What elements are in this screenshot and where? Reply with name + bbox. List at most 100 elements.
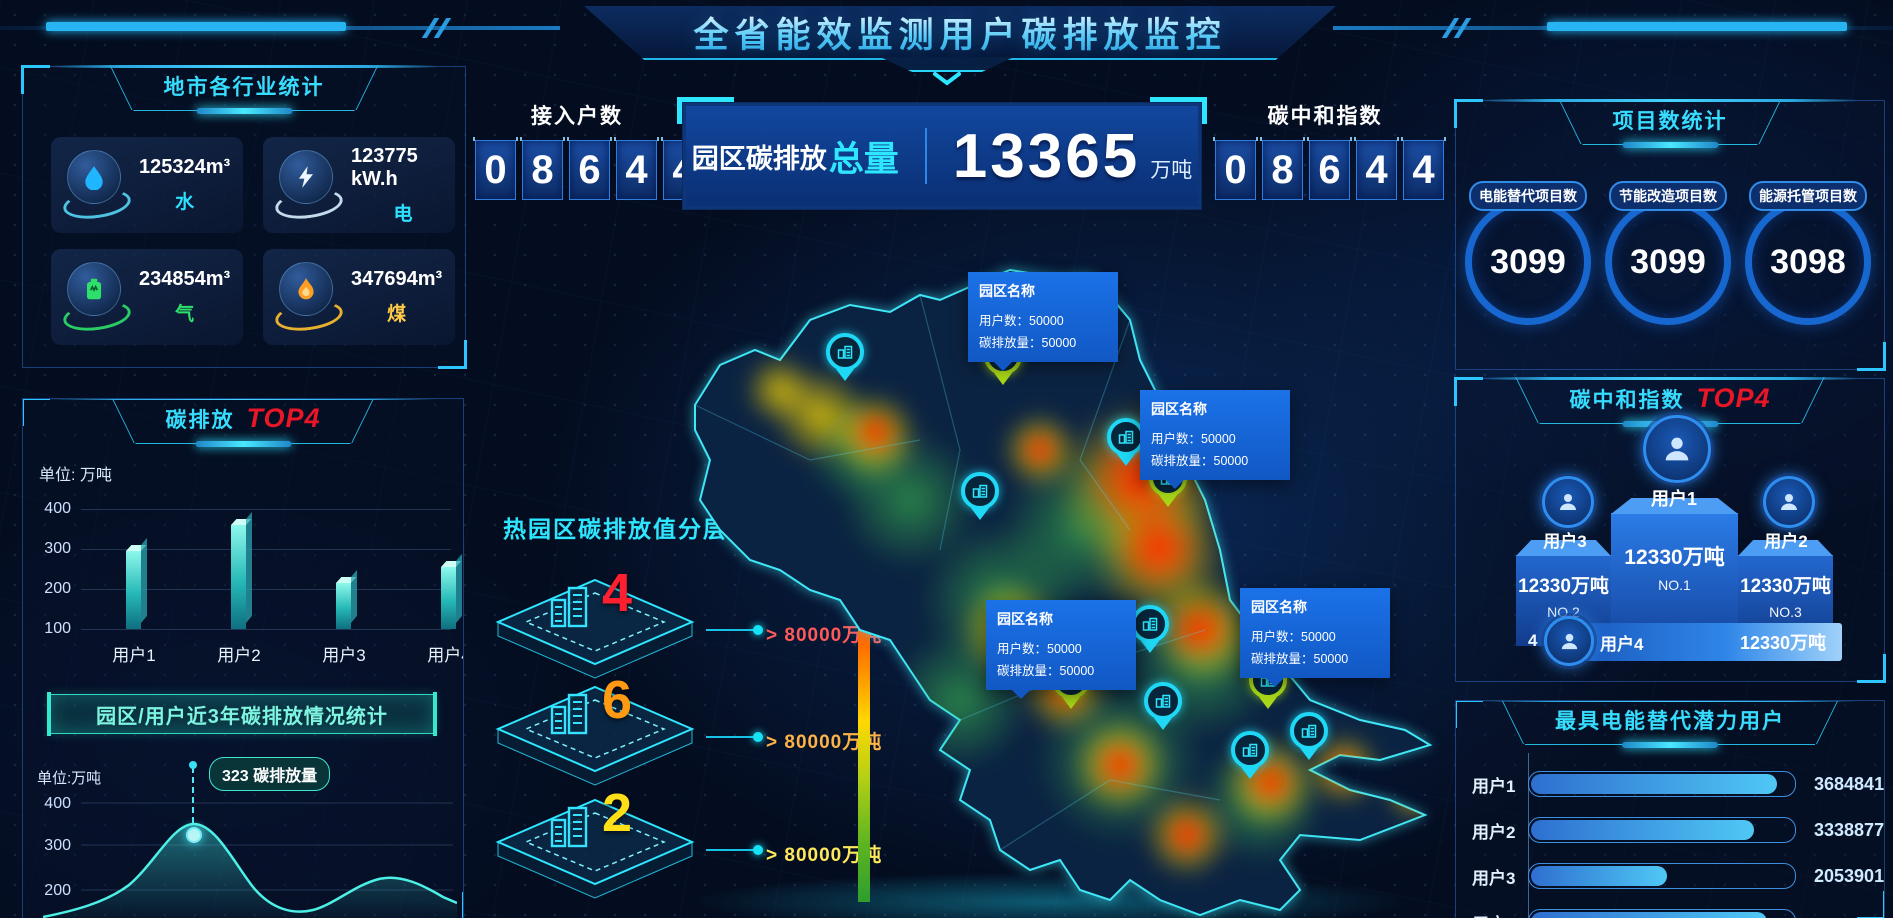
page-title-banner: 全省能效监测用户碳排放监控 (584, 6, 1336, 60)
park-pin[interactable] (1230, 731, 1270, 783)
user-avatar-third (1763, 476, 1815, 528)
layer-count-2: 6 (602, 670, 633, 730)
xlabel-user3: 用户3 (322, 646, 366, 665)
layer-platform-2 (495, 685, 695, 786)
layer-connector-1 (706, 625, 763, 635)
top4-badge: TOP4 (246, 403, 321, 433)
total-emission-panel: 园区碳排放 总量 13365 万吨 (677, 97, 1207, 209)
user-avatar-first (1643, 415, 1711, 483)
park-pin[interactable] (960, 472, 1000, 524)
total-emission-value: 13365 (952, 121, 1141, 191)
total-label-prefix: 园区碳排放 (691, 143, 827, 174)
stat-card-water: 125324m³ 水 (51, 137, 243, 233)
gas-value: 234854m³ (139, 268, 231, 290)
potential-row: 用户4 (1472, 899, 1868, 918)
coal-value: 347694m³ (351, 268, 443, 290)
neutral-top4-panel: 碳中和指数 TOP4 用户1 用户3 用户2 12330万吨 NO.2 12330… (1454, 377, 1886, 683)
park-pin[interactable] (1130, 605, 1170, 657)
projects-panel: 项目数统计 电能替代项目数 3099 节能改造项目数 3099 能源托管项目数 … (1454, 99, 1886, 371)
access-households-label: 接入户数 (531, 105, 623, 128)
water-value: 125324m³ (139, 156, 231, 178)
park-tooltip: 园区名称 用户数：50000 碳排放量：50000 (986, 600, 1136, 699)
building-icon (550, 693, 588, 735)
person-icon (1665, 437, 1689, 461)
total-emission-unit: 万吨 (1150, 159, 1193, 182)
trend-ytick-400: 400 (44, 795, 71, 812)
potential-bar (1528, 817, 1796, 843)
ytick-400: 400 (44, 500, 71, 517)
project-count: 3099 (1605, 199, 1731, 325)
trend-ytick-300: 300 (44, 837, 71, 854)
ytick-300: 300 (44, 540, 71, 557)
trend-peak-badge: 323 碳排放量 (209, 757, 331, 791)
header-wing-highlight-left (46, 22, 346, 31)
potential-row: 用户1 3684841 (1472, 761, 1884, 807)
trend-ytick-200: 200 (44, 882, 71, 899)
layer-connector-3 (706, 845, 763, 855)
park-tooltip: 园区名称 用户数：50000 碳排放量：50000 (968, 272, 1118, 371)
project-count: 3099 (1465, 199, 1591, 325)
project-count: 3098 (1745, 199, 1871, 325)
podium-third-user: 用户2 (1764, 532, 1808, 551)
gas-label: 气 (175, 304, 195, 325)
page-title: 全省能效监测用户碳排放监控 (693, 7, 1226, 58)
industry-stats-panel: 地市各行业统计 125324m³ 水 123775 kW.h 电 (21, 65, 467, 369)
project-item-hosting: 能源托管项目数 3098 (1744, 181, 1872, 325)
park-tooltip: 园区名称 用户数：50000 碳排放量：50000 (1140, 390, 1290, 489)
chevron-down-icon (933, 72, 961, 86)
park-tooltip: 园区名称 用户数：50000 碳排放量：50000 (1240, 588, 1390, 687)
projects-panel-title: 项目数统计 (1582, 99, 1758, 148)
gas-tank-icon (67, 262, 121, 316)
park-pin[interactable] (1143, 682, 1183, 734)
coal-label: 煤 (387, 304, 407, 325)
layer-threshold-2: > 80000万吨 (766, 732, 883, 753)
access-households-counter: 0 8 6 4 4 (472, 137, 707, 200)
xlabel-user2: 用户2 (217, 646, 261, 665)
person-icon (1561, 633, 1577, 649)
bar-user2 (231, 525, 246, 629)
lightning-icon (279, 150, 333, 204)
layer-count-1: 4 (602, 563, 633, 623)
trend-unit: 单位:万吨 (37, 770, 102, 787)
layer-platform-3 (495, 798, 695, 899)
stat-card-electricity: 123775 kW.h 电 (263, 137, 455, 233)
potential-bar (1528, 863, 1796, 889)
park-pin[interactable] (825, 333, 865, 385)
potential-bar (1528, 909, 1796, 918)
layer-count-3: 2 (602, 783, 633, 843)
emission-top4-panel: 碳排放 TOP4 单位: 万吨 400 300 200 100 用户1 用户2 用… (22, 398, 464, 918)
bar-chart-unit: 单位: 万吨 (39, 467, 112, 484)
top4-badge: TOP4 (1696, 383, 1771, 413)
layer-threshold-3: > 80000万吨 (766, 845, 883, 866)
carbon-neutral-label: 碳中和指数 (1267, 105, 1383, 128)
water-label: 水 (175, 192, 195, 213)
water-drop-icon (67, 150, 121, 204)
park-pin[interactable] (1289, 712, 1329, 764)
three-year-stats-button[interactable]: 园区/用户近3年碳排放情况统计 (47, 692, 437, 736)
potential-bar (1528, 771, 1796, 797)
fourth-place-row: 用户4 12330万吨 (1584, 623, 1842, 661)
bar-user4 (441, 567, 456, 629)
ytick-200: 200 (44, 580, 71, 597)
ytick-100: 100 (44, 620, 71, 637)
xlabel-user4: 用户4 (427, 646, 463, 665)
building-icon (550, 586, 588, 628)
bar-user3 (336, 583, 351, 629)
emission-top4-title: 碳排放 TOP4 (135, 399, 351, 447)
podium-second-user: 用户3 (1543, 532, 1587, 551)
bar-user1 (126, 551, 141, 629)
stat-card-gas: 234854m³ 气 (51, 249, 243, 345)
layers-section-title: 热园区碳排放值分层 (503, 516, 728, 542)
total-label-highlight: 总量 (828, 139, 899, 179)
user-avatar-second (1542, 476, 1594, 528)
trend-area-chart (43, 802, 457, 918)
person-icon (1781, 494, 1797, 510)
project-item-retrofit: 节能改造项目数 3099 (1604, 181, 1732, 325)
layer-threshold-1: > 80000万吨 (766, 625, 883, 646)
potential-panel: 最具电能替代潜力用户 用户1 3684841 用户2 3338877 用户3 2… (1455, 700, 1885, 918)
layer-platform-1 (495, 578, 695, 679)
stat-card-coal: 347694m³ 煤 (263, 249, 455, 345)
electricity-value: 123775 kW.h (351, 144, 418, 190)
xlabel-user1: 用户1 (112, 646, 156, 665)
title-tab-decoration (880, 57, 1014, 72)
